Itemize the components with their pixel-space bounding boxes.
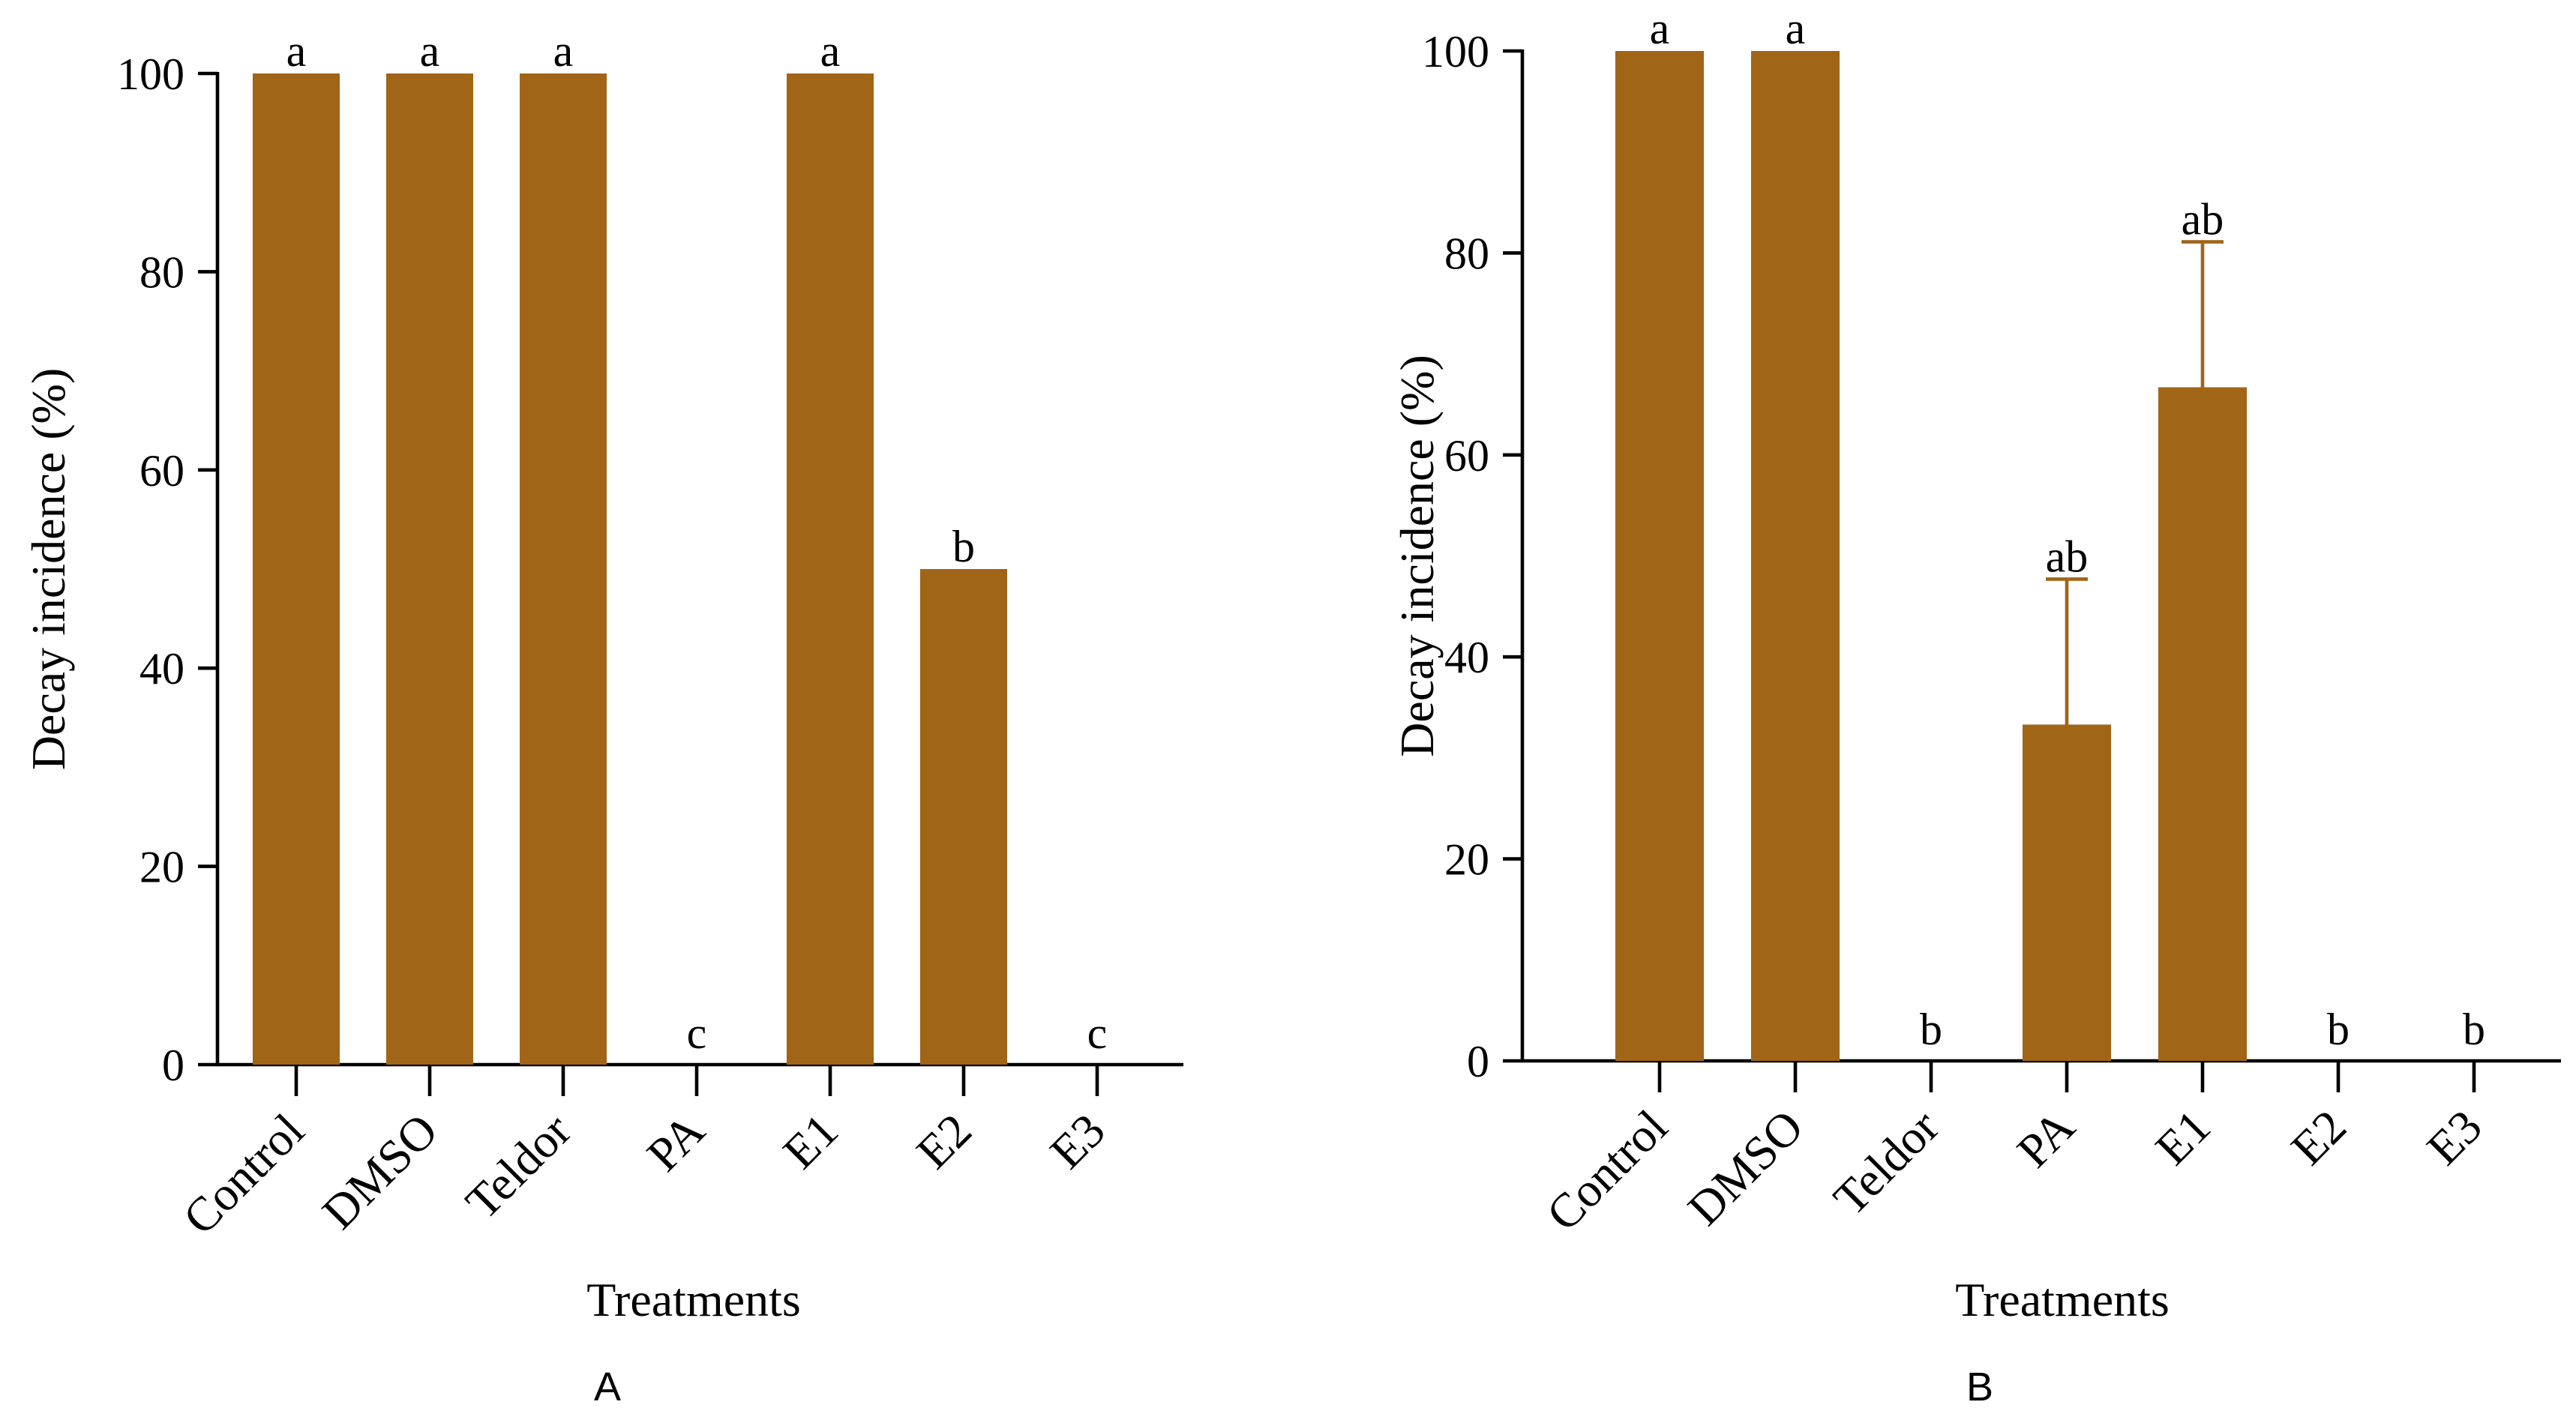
significance-letter: b — [952, 522, 975, 571]
y-tick-label: 80 — [1444, 229, 1489, 278]
x-tick-label: Teldor — [455, 1104, 581, 1230]
bar-e1 — [787, 73, 874, 1065]
x-axis-title: Treatments — [586, 1273, 801, 1326]
significance-letter: a — [1650, 4, 1670, 53]
significance-letter: ab — [2182, 195, 2224, 244]
x-tick-label: E2 — [2281, 1100, 2356, 1175]
chart-panel-b: 0 20 40 60 80 100 Decay incidence (%) a Control a… — [1390, 4, 2561, 1410]
significance-letter: a — [420, 26, 440, 76]
x-axis-title: Treatments — [1955, 1273, 2170, 1326]
significance-letter: b — [2327, 1005, 2350, 1054]
bar-teldor — [520, 73, 607, 1065]
bar-control — [253, 73, 340, 1065]
significance-letter: ab — [2046, 532, 2089, 581]
x-tick-label: PA — [637, 1104, 715, 1182]
x-tick-label: PA — [2007, 1100, 2085, 1178]
significance-letter: c — [1087, 1008, 1108, 1058]
y-tick-label: 100 — [117, 49, 184, 99]
x-tick-label: E3 — [1039, 1104, 1114, 1179]
y-tick-label: 20 — [1444, 835, 1489, 885]
significance-letter: b — [1920, 1005, 1942, 1054]
significance-letter: a — [1786, 4, 1806, 53]
y-tick-label: 0 — [1467, 1037, 1489, 1086]
y-tick-label: 20 — [139, 843, 184, 892]
x-tick-label: Control — [1536, 1100, 1677, 1241]
chart-panel-a: 0 20 40 60 80 100 Decay incidence (%) a Control a… — [22, 26, 1183, 1410]
significance-letter: a — [553, 26, 574, 76]
bar-dmso — [386, 73, 473, 1065]
bar-e2 — [920, 569, 1007, 1065]
y-tick-label: 40 — [139, 644, 184, 694]
x-tick-label: DMSO — [312, 1104, 448, 1239]
x-tick-label: E1 — [2145, 1100, 2220, 1175]
x-tick-label: E3 — [2416, 1100, 2491, 1175]
significance-letter: a — [820, 26, 841, 76]
significance-letter: c — [687, 1008, 707, 1058]
significance-letter: a — [286, 26, 307, 76]
bar-control — [1615, 51, 1704, 1061]
panel-label: B — [1966, 1365, 1993, 1410]
y-axis-title: Decay incidence (%) — [1390, 355, 1444, 757]
bar-dmso — [1751, 51, 1840, 1061]
bar-e1 — [2158, 387, 2247, 1061]
y-tick-label: 100 — [1422, 27, 1489, 76]
y-tick-label: 60 — [1444, 431, 1489, 481]
x-tick-label: E2 — [906, 1104, 981, 1179]
x-tick-label: Teldor — [1823, 1100, 1949, 1226]
x-tick-label: DMSO — [1678, 1100, 1813, 1236]
x-tick-label: Control — [172, 1104, 313, 1245]
x-tick-label: E1 — [772, 1104, 847, 1179]
y-tick-label: 80 — [139, 247, 184, 297]
y-tick-label: 0 — [162, 1041, 184, 1090]
y-tick-label: 40 — [1444, 633, 1489, 682]
y-axis-title: Decay incidence (%) — [22, 368, 75, 771]
y-tick-label: 60 — [139, 446, 184, 496]
panel-label: A — [594, 1365, 621, 1410]
significance-letter: b — [2463, 1005, 2485, 1054]
bar-pa — [2023, 724, 2111, 1061]
